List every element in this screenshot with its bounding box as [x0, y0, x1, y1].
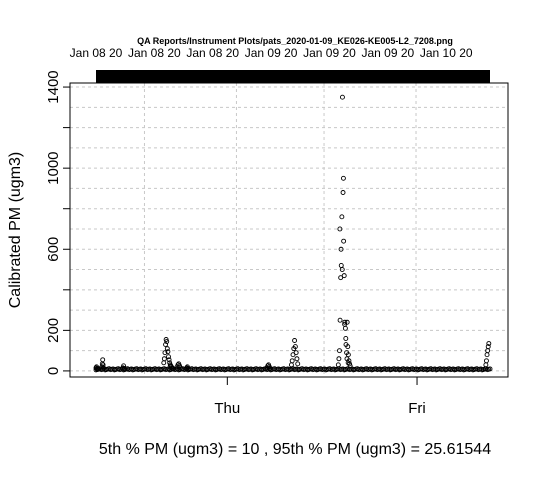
data-point [293, 350, 299, 356]
data-point [343, 336, 349, 341]
data-point [164, 346, 170, 352]
data-point [177, 365, 183, 371]
data-point [335, 362, 341, 368]
data-point [345, 344, 351, 350]
x-tick-label: Thu [214, 400, 240, 417]
data-point [170, 366, 176, 371]
data-point [336, 356, 342, 362]
y-tick-label: 1400 [45, 70, 62, 103]
y-tick-label: 200 [45, 318, 62, 343]
data-point [338, 275, 344, 281]
data-points [93, 94, 493, 373]
data-point [484, 352, 490, 358]
data-point [345, 352, 351, 358]
y-axis: 0 200 600 1000 1400 [45, 70, 70, 375]
data-point [342, 321, 348, 327]
y-tick-label: 600 [45, 237, 62, 262]
data-point [483, 362, 489, 368]
data-point [487, 366, 493, 372]
top-date-label: Jan 09 20 [361, 46, 414, 60]
data-point [345, 360, 351, 366]
top-date-label: Jan 10 20 [420, 46, 473, 60]
data-point [337, 348, 342, 354]
data-point [169, 365, 175, 371]
data-point [339, 267, 345, 272]
data-point [288, 362, 294, 368]
y-axis-label: Calibrated PM (ugm3) [7, 152, 24, 309]
gridlines [70, 83, 508, 377]
data-point [101, 365, 106, 371]
data-point [486, 341, 492, 346]
x-tick-label: Fri [408, 400, 426, 417]
data-point [485, 344, 491, 350]
data-point [295, 361, 301, 367]
top-date-label: Jan 09 20 [245, 46, 298, 60]
data-point [100, 357, 106, 363]
data-point [95, 366, 101, 372]
data-point [339, 214, 345, 220]
data-point [100, 362, 106, 368]
data-point [167, 360, 173, 366]
data-point [342, 319, 348, 325]
y-tick-label: 0 [45, 367, 62, 375]
data-point [337, 317, 343, 323]
data-point [164, 339, 170, 344]
data-point [341, 238, 347, 244]
chart-title: QA Reports/Instrument Plots/pats_2020-01… [137, 36, 453, 46]
data-point [163, 342, 168, 348]
data-point [484, 358, 489, 364]
y-tick-label: 1000 [45, 151, 62, 184]
top-date-label: Jan 08 20 [128, 46, 181, 60]
x-axis: Thu Fri [214, 377, 426, 417]
data-point [161, 356, 167, 362]
data-point [292, 338, 298, 343]
data-point [121, 366, 127, 371]
top-date-label: Jan 08 20 [186, 46, 239, 60]
data-point [342, 325, 348, 331]
data-point [161, 360, 167, 366]
percentile-summary: 5th % PM (ugm3) = 10 , 95th % PM (ugm3) … [99, 441, 491, 458]
data-point [340, 175, 346, 181]
data-point [185, 366, 191, 371]
data-point [294, 356, 300, 362]
data-point [339, 94, 345, 100]
top-date-label: Jan 08 20 [70, 46, 123, 60]
data-coverage-bar [96, 70, 490, 83]
plot-frame [69, 82, 509, 378]
data-point [165, 349, 171, 355]
top-date-axis: Jan 08 20 Jan 08 20 Jan 08 20 Jan 09 20 Jan … [70, 46, 473, 60]
data-point [340, 190, 346, 195]
data-point [337, 226, 343, 232]
data-point [338, 263, 344, 268]
data-point [166, 357, 172, 363]
data-point [166, 354, 171, 360]
data-point [289, 358, 295, 364]
data-point [338, 246, 344, 252]
top-date-label: Jan 09 20 [303, 46, 356, 60]
data-point [163, 337, 169, 342]
data-point [292, 344, 298, 350]
data-point [121, 363, 127, 369]
data-point [341, 273, 347, 279]
data-point [162, 350, 168, 356]
data-point [267, 366, 273, 371]
